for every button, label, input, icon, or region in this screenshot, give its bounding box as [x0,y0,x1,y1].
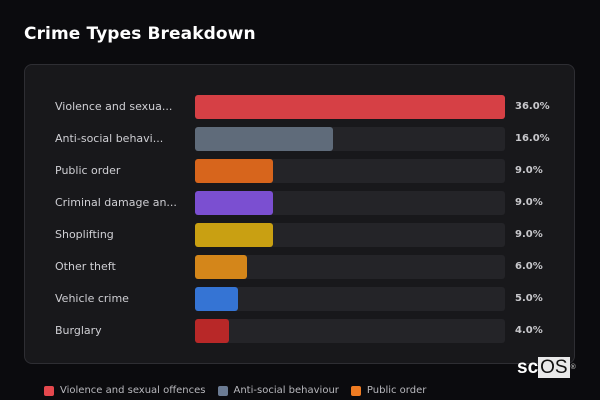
bar-track [195,287,505,311]
bar-value: 9.0% [515,197,543,208]
bar-label: Anti-social behavi... [55,132,164,145]
bar-row: Criminal damage an... 9.0% [25,191,574,215]
bar-row: Vehicle crime 5.0% [25,287,574,311]
registered-mark: ® [570,364,576,371]
bar-track [195,159,505,183]
bar-track [195,223,505,247]
bar-label: Other theft [55,260,116,273]
bar-fill[interactable] [195,95,505,119]
bar-value: 9.0% [515,165,543,176]
bar-value: 4.0% [515,325,543,336]
bar-fill[interactable] [195,319,230,343]
bar-row: Shoplifting 9.0% [25,223,574,247]
legend-swatch-icon [217,385,228,396]
bar-row: Burglary 4.0% [25,319,574,343]
bar-label: Criminal damage an... [55,196,177,209]
legend-item[interactable]: Public order [350,385,427,396]
bar-label: Public order [55,164,121,177]
bar-value: 9.0% [515,229,543,240]
bar-value: 36.0% [515,101,550,112]
bar-label: Violence and sexua... [55,100,173,113]
chart-legend: Violence and sexual offences Anti-social … [44,385,426,396]
legend-item[interactable]: Violence and sexual offences [44,385,206,396]
bar-row: Public order 9.0% [25,159,574,183]
bar-value: 16.0% [515,133,550,144]
bar-track [195,319,505,343]
bar-label: Shoplifting [55,228,114,241]
legend-item[interactable]: Anti-social behaviour [217,385,339,396]
chart-card: Violence and sexua... 36.0% Anti-social be… [24,64,575,364]
legend-swatch-icon [44,385,54,396]
bar-value: 5.0% [515,293,543,304]
bar-track [195,191,505,215]
bar-track [195,255,505,279]
legend-swatch-icon [350,385,361,396]
bar-label: Vehicle crime [55,292,129,305]
legend-label: Anti-social behaviour [233,385,339,396]
bar-row: Other theft 6.0% [25,255,574,279]
page-title: Crime Types Breakdown [24,24,256,44]
bar-fill[interactable] [195,223,273,247]
bar-row: Violence and sexua... 36.0% [25,95,574,119]
bar-row: Anti-social behavi... 16.0% [25,127,574,151]
logo-text: sc [517,357,539,378]
legend-label: Violence and sexual offences [60,385,206,396]
bar-track [195,127,505,151]
bar-track [195,95,505,119]
bar-fill[interactable] [195,159,273,183]
bar-fill[interactable] [195,287,239,311]
bar-fill[interactable] [195,191,273,215]
scos-logo: sc OS ® [517,357,576,378]
bar-label: Burglary [55,324,102,337]
bar-value: 6.0% [515,261,543,272]
bar-fill[interactable] [195,127,333,151]
logo-highlight: OS [538,357,570,378]
bar-fill[interactable] [195,255,247,279]
legend-label: Public order [366,385,427,396]
